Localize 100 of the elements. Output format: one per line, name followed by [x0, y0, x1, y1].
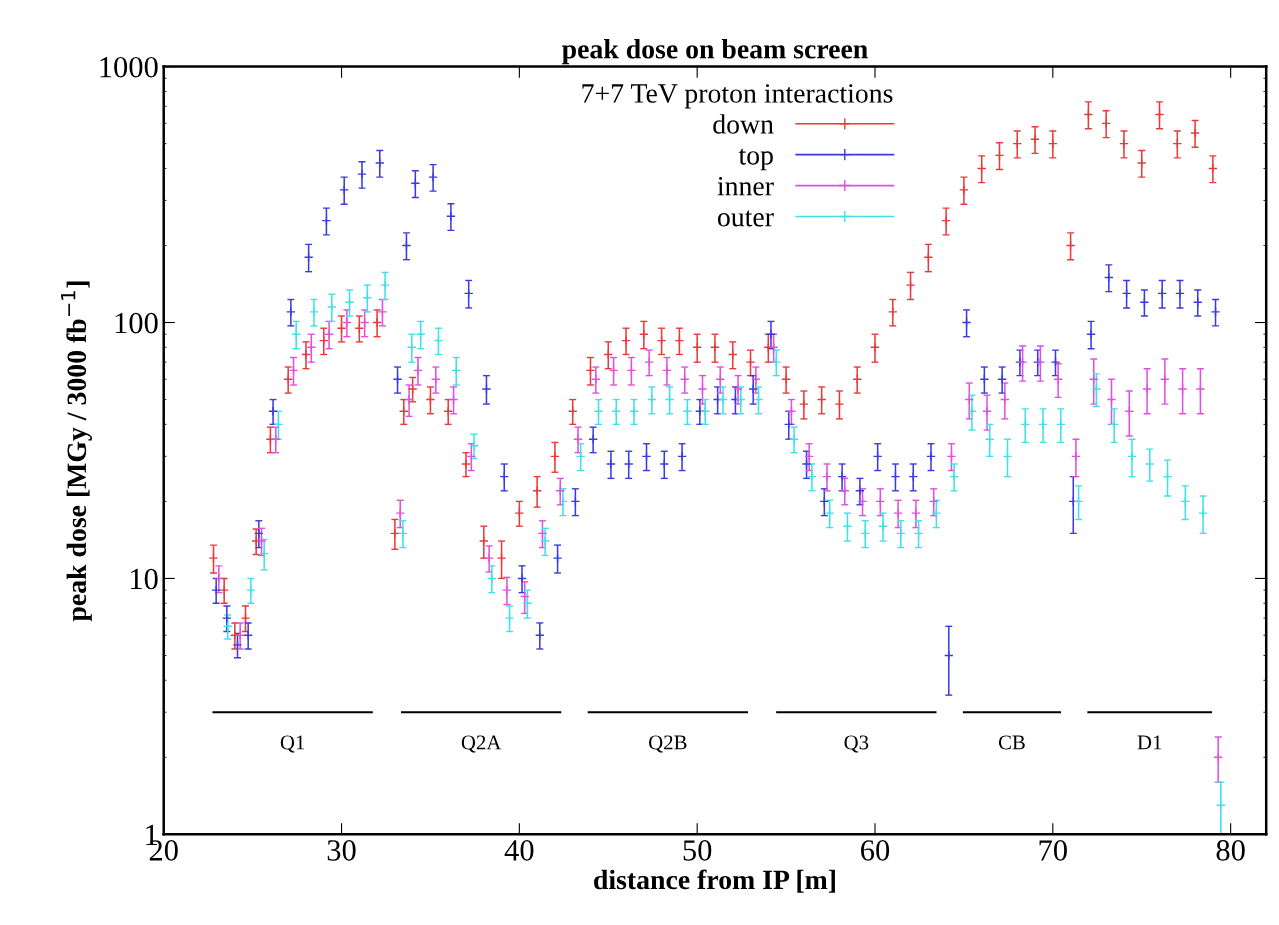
point — [807, 471, 817, 482]
legend-title: 7+7 TeV proton interactions — [582, 84, 893, 109]
point — [380, 280, 390, 290]
x-tick-label: 80 — [1216, 840, 1245, 861]
point — [750, 374, 761, 385]
point — [377, 307, 388, 317]
point — [1055, 419, 1066, 430]
point — [1086, 329, 1096, 340]
y-tick-label: 100 — [115, 312, 158, 334]
point — [357, 169, 367, 180]
point — [959, 184, 969, 195]
legend-label: top — [738, 148, 773, 171]
point — [514, 508, 525, 518]
point — [259, 548, 270, 559]
point — [837, 471, 847, 482]
y-tick-label: 10 — [130, 568, 158, 590]
point — [1119, 138, 1129, 149]
point — [245, 585, 256, 596]
point — [339, 184, 350, 195]
point — [301, 349, 311, 360]
point — [208, 553, 219, 564]
point — [1050, 357, 1061, 368]
point — [484, 553, 494, 564]
point — [1101, 118, 1112, 129]
point — [461, 459, 471, 469]
point — [999, 394, 1010, 405]
point — [1038, 419, 1048, 430]
x-tick-label: 50 — [683, 840, 712, 861]
point — [931, 508, 942, 518]
point — [326, 302, 337, 312]
point — [923, 252, 934, 263]
point — [748, 384, 759, 394]
point — [1177, 384, 1188, 394]
point — [710, 342, 720, 353]
annotation: D1 — [1137, 735, 1162, 750]
annotation: Q1 — [280, 735, 305, 753]
point — [997, 374, 1008, 385]
point — [905, 280, 916, 290]
legend-label: down — [713, 114, 774, 134]
point — [1144, 459, 1155, 469]
point — [824, 508, 835, 518]
point — [1142, 384, 1152, 394]
point — [285, 307, 296, 317]
point — [621, 335, 631, 346]
point — [496, 553, 507, 564]
point — [982, 406, 992, 417]
point — [1109, 419, 1120, 430]
point — [221, 613, 232, 623]
point — [588, 434, 599, 445]
x-tick-label: 60 — [861, 840, 890, 861]
point — [745, 357, 756, 368]
point — [590, 374, 601, 385]
point — [283, 374, 294, 385]
point — [243, 630, 254, 641]
point — [646, 394, 657, 405]
point — [478, 536, 489, 546]
x-axis-title: distance from IP [m] — [594, 869, 835, 893]
point — [1216, 800, 1226, 811]
point — [232, 640, 243, 650]
point — [558, 496, 568, 507]
point — [268, 406, 278, 417]
point — [834, 399, 845, 409]
chart-title: peak dose on beam screen — [562, 38, 868, 65]
point — [1175, 288, 1185, 299]
point — [789, 434, 799, 445]
point — [733, 384, 743, 394]
point — [390, 528, 400, 539]
point — [697, 384, 708, 394]
point — [606, 459, 616, 469]
point — [771, 357, 782, 368]
point — [532, 485, 543, 496]
point — [911, 508, 921, 518]
x-tick-label: 70 — [1039, 840, 1067, 861]
point — [413, 365, 423, 376]
point — [700, 406, 711, 417]
point — [550, 451, 560, 462]
point — [623, 459, 634, 469]
point — [1159, 374, 1170, 385]
point — [552, 553, 563, 564]
annotation: Q2A — [461, 735, 502, 753]
y-tick-label: 1000 — [100, 56, 158, 78]
point — [428, 172, 438, 182]
point — [211, 585, 222, 596]
point — [1047, 138, 1058, 149]
point — [540, 536, 551, 546]
point — [677, 451, 687, 462]
point — [893, 508, 903, 518]
point — [219, 585, 230, 596]
point — [659, 459, 670, 469]
point — [1208, 163, 1218, 174]
point — [240, 613, 251, 623]
y-axis-title: peak dose [MGy / 3000 fb$^{−1}$] — [61, 281, 92, 622]
point — [235, 630, 246, 641]
point — [213, 573, 224, 584]
x-tick-label: 30 — [327, 840, 356, 861]
point — [718, 394, 728, 405]
legend-label: inner — [717, 176, 774, 196]
point — [374, 158, 385, 168]
point — [534, 630, 545, 641]
point — [662, 365, 672, 376]
